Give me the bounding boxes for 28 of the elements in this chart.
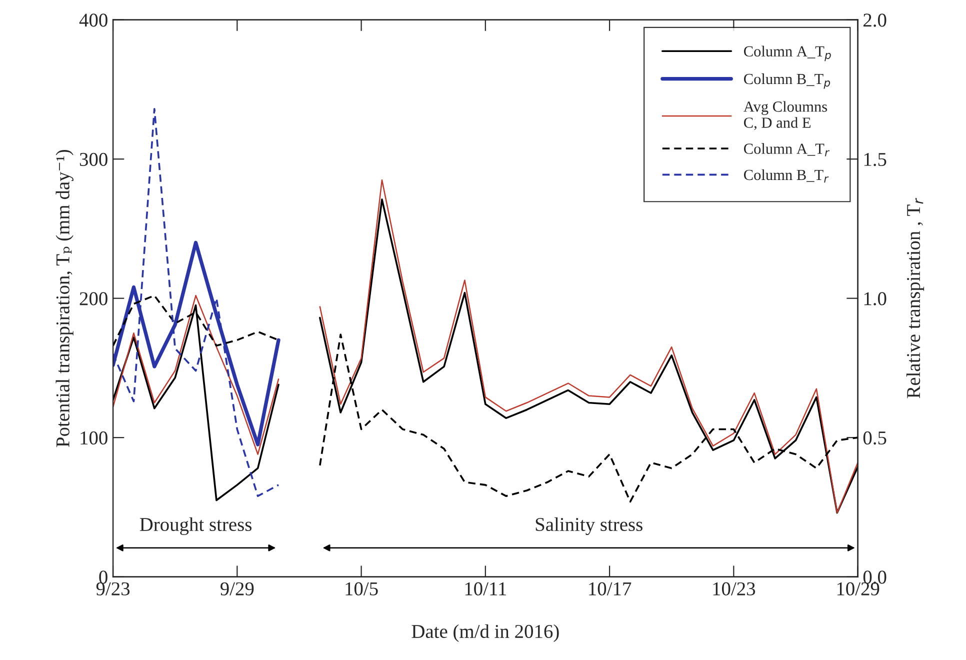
x-axis-title: Date (m/d in 2016): [412, 624, 559, 642]
x-tick-label: 9/29: [220, 582, 254, 596]
y-tick-label: 300: [80, 152, 108, 166]
x-tick-label: 10/29: [837, 582, 880, 596]
x-tick-label: 10/23: [713, 582, 756, 596]
x-tick-label: 10/11: [465, 582, 506, 596]
y2-tick-label: 2.0: [864, 14, 886, 27]
x-tick-label: 9/23: [96, 582, 130, 596]
y-tick-label: 200: [80, 292, 108, 306]
y-tick-label: 100: [80, 431, 108, 445]
y2-axis-title: Relative transpiration , T$_{r}$: [906, 198, 924, 398]
x-tick-label: 10/5: [346, 582, 378, 596]
line-series: [113, 108, 280, 497]
x-tick-label: 10/17: [589, 582, 632, 596]
y-tick-label: 400: [79, 14, 108, 27]
y2-tick-label: 0.0: [863, 570, 886, 584]
legend-label: Column A_T$_{p}$: [744, 46, 831, 62]
y-axis-title: Potential transpiration, Tₚ (mm day⁻¹): [56, 150, 74, 447]
annotation: Drought stress: [140, 517, 252, 536]
y2-tick-label: 1.0: [864, 292, 886, 306]
y2-tick-label: 1.5: [864, 152, 886, 166]
annotation: Salinity stress: [536, 517, 642, 536]
legend-label: Column B_T$_{p}$: [744, 73, 830, 89]
legend-label: Column B_T$_{r}$: [744, 169, 829, 182]
y-tick-label: 0: [99, 570, 108, 584]
legend-label: Avg Cloumns C, D and E: [744, 101, 828, 130]
legend-label: Column A_T$_{r}$: [744, 143, 830, 156]
y2-tick-label: 0.5: [863, 431, 886, 445]
